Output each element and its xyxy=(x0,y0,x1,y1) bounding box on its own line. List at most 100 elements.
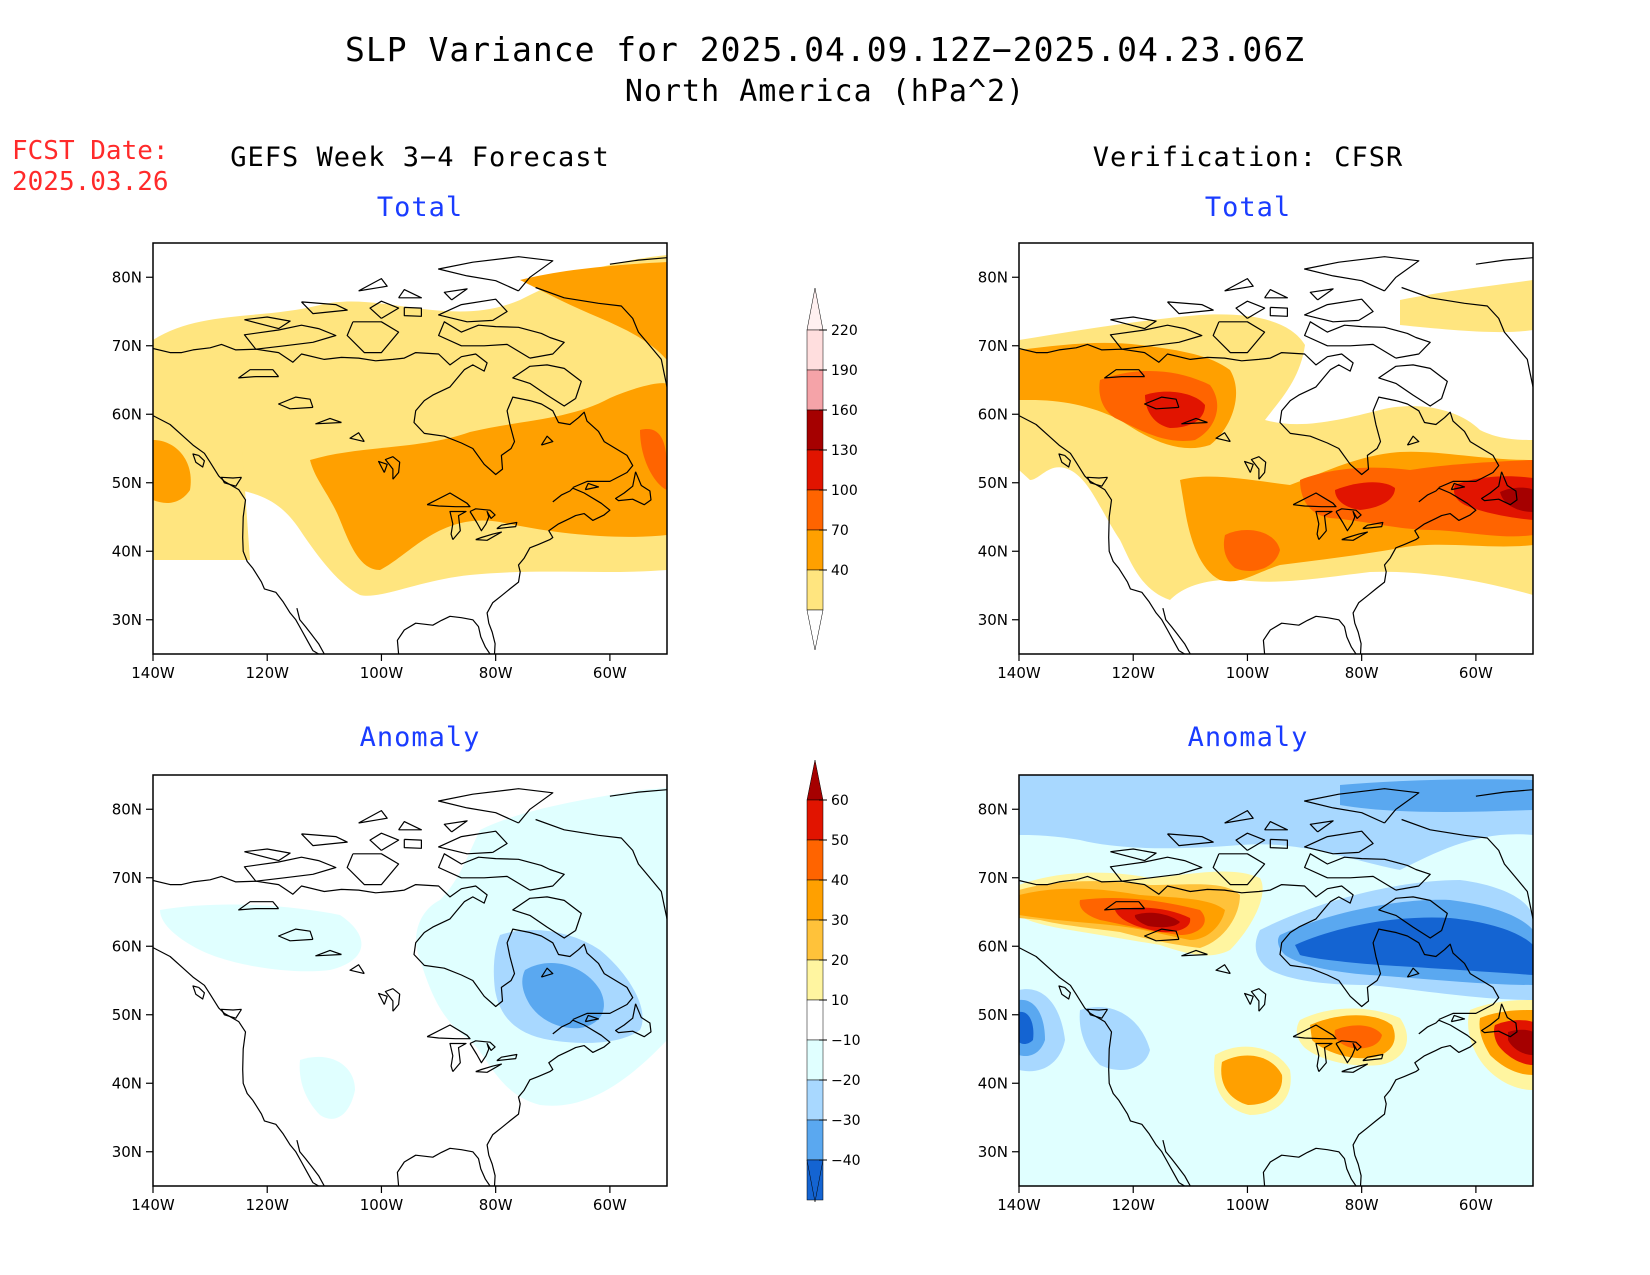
coastline xyxy=(1352,487,1477,654)
coastline xyxy=(315,949,342,957)
coastline xyxy=(243,324,337,350)
map-frame xyxy=(152,774,668,1187)
map-frame xyxy=(152,242,668,655)
coastline xyxy=(438,830,508,855)
fcst-date-value: 2025.03.26 xyxy=(12,167,169,197)
lon-tick-label: 140W xyxy=(997,1196,1041,1214)
coastline xyxy=(1019,947,1185,1186)
colorbar-swatch xyxy=(806,569,824,611)
colorbar-arrow-top xyxy=(806,287,824,331)
lon-tick-label: 80W xyxy=(479,1196,513,1214)
colorbar-label: −40 xyxy=(831,1153,861,1169)
coastline xyxy=(1104,901,1146,911)
coastline xyxy=(220,1008,243,1019)
coastline xyxy=(153,343,634,489)
coastline xyxy=(398,821,422,831)
lat-tick-label: 40N xyxy=(112,542,142,560)
coastline xyxy=(278,928,314,942)
coastline xyxy=(315,417,342,425)
lon-tick-label: 120W xyxy=(1111,664,1155,682)
colorbar-swatch xyxy=(806,529,824,571)
lat-tick-label: 70N xyxy=(112,869,142,887)
lat-tick-label: 70N xyxy=(978,337,1008,355)
colorbar-swatch xyxy=(806,1079,824,1121)
forecast-total-panel xyxy=(153,255,667,596)
coastline xyxy=(1378,364,1448,407)
coastline xyxy=(1250,456,1267,480)
forecast-anomaly-coastlines xyxy=(153,788,667,1186)
coastline xyxy=(438,853,565,891)
lat-tick-label: 60N xyxy=(978,937,1008,955)
coastline xyxy=(438,256,554,292)
coastline xyxy=(535,286,667,388)
verification-total-label: Total xyxy=(1204,192,1292,223)
coastline xyxy=(1181,417,1208,425)
colorbar-swatch xyxy=(806,409,824,451)
coastline xyxy=(1315,510,1333,540)
lon-tick-label: 100W xyxy=(360,1196,404,1214)
lon-tick-label: 100W xyxy=(1226,1196,1270,1214)
coastline xyxy=(1058,985,1071,1000)
coastline xyxy=(358,810,388,824)
coastline xyxy=(1352,1019,1477,1186)
lon-tick-label: 120W xyxy=(245,1196,289,1214)
coastline xyxy=(512,896,582,939)
colorbar-swatch xyxy=(806,369,824,411)
coastline xyxy=(1215,432,1231,443)
coastline xyxy=(153,415,319,654)
colorbar-swatch xyxy=(806,799,824,841)
coastline xyxy=(346,853,400,886)
forecast-anomaly-label: Anomaly xyxy=(359,722,481,753)
lon-tick-label: 140W xyxy=(131,1196,175,1214)
coastline xyxy=(1362,521,1384,530)
coastline xyxy=(1406,435,1420,446)
coastline xyxy=(1212,853,1266,886)
total-colorbar: 220 190 160 130 100 70 40 xyxy=(806,287,858,651)
coastline xyxy=(1167,833,1214,847)
coastline xyxy=(535,818,667,920)
coastline xyxy=(1262,1147,1357,1186)
coastline xyxy=(244,848,291,862)
lon-tick-label: 80W xyxy=(479,664,513,682)
coastline xyxy=(301,301,348,315)
colorbar-swatch xyxy=(806,1039,824,1081)
coastline xyxy=(1019,343,1500,489)
forecast-anomaly-shading xyxy=(160,788,667,1119)
coastline xyxy=(1304,321,1431,359)
coastline xyxy=(238,901,280,911)
lon-tick-label: 60W xyxy=(1459,1196,1493,1214)
coastline xyxy=(369,832,400,851)
lat-tick-label: 40N xyxy=(978,542,1008,560)
lon-tick-label: 60W xyxy=(593,1196,627,1214)
colorbar-swatch xyxy=(806,489,824,531)
coastline xyxy=(192,985,205,1000)
coastline xyxy=(475,1063,502,1073)
colorbar-label: 190 xyxy=(831,363,858,379)
coastline xyxy=(369,300,400,319)
coastline xyxy=(1250,988,1267,1012)
colorbar-arrow-top xyxy=(806,759,824,801)
lon-tick-label: 140W xyxy=(131,664,175,682)
forecast-total-coastlines xyxy=(153,256,667,654)
coastline xyxy=(615,1003,652,1038)
lat-tick-label: 30N xyxy=(112,611,142,629)
coastline xyxy=(486,1019,611,1186)
coastline xyxy=(1264,821,1288,831)
colorbar-label: 70 xyxy=(831,523,849,539)
lon-tick-label: 60W xyxy=(1459,664,1493,682)
coastline xyxy=(512,364,582,407)
lat-tick-label: 40N xyxy=(112,1074,142,1092)
coastline xyxy=(1341,531,1368,541)
fcst-date-label: FCST Date: xyxy=(12,136,169,166)
coastline xyxy=(396,1147,491,1186)
coastline xyxy=(1244,992,1254,1005)
coastline xyxy=(540,967,554,978)
coastline xyxy=(1262,615,1357,654)
coastline xyxy=(396,615,491,654)
coastline xyxy=(153,947,319,1186)
lat-tick-label: 40N xyxy=(978,1074,1008,1092)
forecast-total-axes: 140W 120W 100W 80W 60W 80N 70N 60N 50N 40N 30N xyxy=(112,242,668,682)
coastline xyxy=(1235,832,1266,851)
coastline xyxy=(438,321,565,359)
